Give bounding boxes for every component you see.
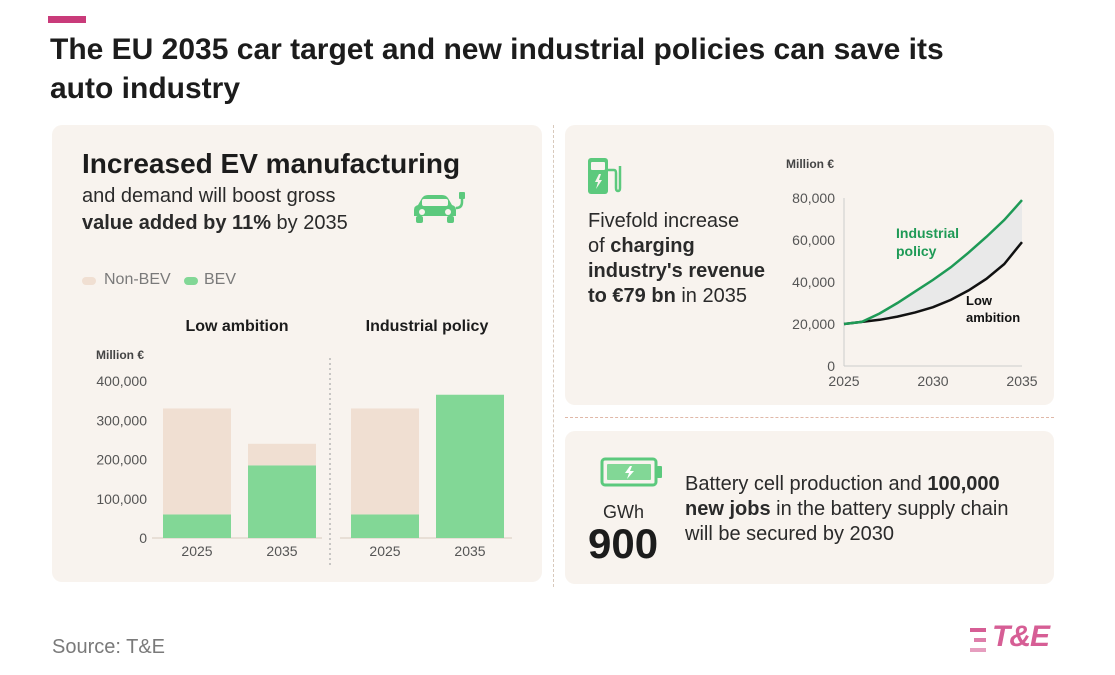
vertical-divider: [553, 125, 554, 587]
battery-line-2-bold: new jobs: [685, 498, 771, 520]
line-label-low-1: Low: [966, 293, 993, 308]
group-title-industrial: Industrial policy: [365, 318, 489, 335]
charging-station-icon: [588, 158, 622, 194]
battery-line-1-bold: 100,000: [927, 473, 1000, 495]
line-ytick-label: 60,000: [792, 232, 835, 248]
legend-swatch-bev: [184, 277, 198, 285]
line-xtick-label: 2030: [917, 373, 948, 389]
bar-non-bev-2035: [248, 443, 316, 466]
charging-line-4-bold: to €79 bn: [588, 285, 676, 307]
ev-subline-1: and demand will boost gross: [82, 185, 336, 207]
ev-subline-2-rest: by 2035: [270, 212, 348, 234]
page-title: The EU 2035 car target and new industria…: [50, 33, 944, 105]
line-xtick-label: 2035: [1006, 373, 1037, 389]
bar-xtick-label: 2025: [369, 543, 400, 559]
battery-icon: [600, 457, 662, 487]
right-bottom-panel: [565, 431, 1054, 584]
charging-line-2: of charging: [588, 234, 765, 259]
line-label-industrial-2: policy: [896, 243, 937, 259]
bar-bev-2025: [163, 514, 231, 538]
bar-bev-2035: [436, 394, 504, 538]
bar-xtick-label: 2035: [266, 543, 297, 559]
charging-line-3-bold: industry's revenue: [588, 260, 766, 282]
line-ytick-label: 80,000: [792, 190, 835, 206]
battery-line-3: will be secured by 2030: [685, 523, 895, 545]
horizontal-divider: [565, 417, 1054, 418]
te-logo: T&E: [992, 620, 1050, 653]
bar-ytick-label: 200,000: [96, 452, 147, 468]
bar-non-bev-2025: [163, 408, 231, 515]
battery-line-2: new jobs in the battery supply chain: [685, 497, 1045, 522]
charging-line-3: industry's revenue: [588, 259, 765, 284]
line-unit-label: Million €: [786, 157, 834, 171]
charging-line-4-rest: in 2035: [675, 285, 747, 307]
legend-swatch-non-bev: [82, 277, 96, 285]
bar-ytick-label: 400,000: [96, 373, 147, 389]
bar-bev-2035: [248, 465, 316, 538]
bar-xtick-label: 2035: [454, 543, 485, 559]
charging-line-1: Fivefold increase: [588, 210, 740, 232]
legend-label-bev: BEV: [204, 271, 237, 288]
te-logo-stripes-icon: [970, 628, 986, 652]
bar-unit-label: Million €: [96, 348, 144, 362]
line-series-low-ambition: [843, 241, 1023, 326]
ev-subline-2: value added by 11% by 2035: [82, 212, 348, 235]
line-gap-band: [844, 200, 1022, 324]
battery-line-1-pre: Battery cell production and: [685, 473, 928, 495]
source-label: Source: T&E: [52, 636, 166, 658]
line-ytick-label: 20,000: [792, 316, 835, 332]
charging-line-4: to €79 bn in 2035: [588, 284, 765, 309]
legend-label-non-bev: Non-BEV: [104, 271, 171, 288]
bar-ytick-label: 0: [139, 530, 147, 546]
battery-line-1: Battery cell production and 100,000: [685, 472, 1045, 497]
bar-ytick-label: 300,000: [96, 412, 147, 428]
line-ytick-label: 0: [827, 358, 835, 374]
electric-car-icon: [414, 192, 465, 223]
bar-chart: 400,000 300,000 200,000 100,000 0 2025 2035 202…: [96, 358, 512, 565]
line-ytick-label: 40,000: [792, 274, 835, 290]
line-label-low-2: ambition: [966, 310, 1020, 325]
gwh-value: 900: [588, 520, 659, 567]
ev-heading: Increased EV manufacturing: [82, 148, 461, 179]
bar-non-bev-2025: [351, 408, 419, 515]
ev-highlight: value added by 11%: [82, 212, 271, 234]
line-xtick-label: 2025: [828, 373, 859, 389]
charging-text: Fivefold increase of charging industry's…: [588, 209, 765, 309]
gwh-unit: GWh: [603, 502, 645, 522]
line-label-industrial-1: Industrial: [896, 225, 959, 241]
bar-bev-2025: [351, 514, 419, 538]
line-series-industrial-policy: [843, 199, 1023, 326]
battery-text: Battery cell production and 100,000 new …: [685, 472, 1045, 547]
battery-line-2-rest: in the battery supply chain: [770, 498, 1009, 520]
bar-ytick-label: 100,000: [96, 491, 147, 507]
group-title-low: Low ambition: [185, 318, 289, 335]
charging-line-2-bold: charging: [610, 235, 695, 257]
charging-line-2-pre: of: [588, 235, 611, 257]
bar-xtick-label: 2025: [181, 543, 212, 559]
accent-bar: [48, 16, 86, 23]
